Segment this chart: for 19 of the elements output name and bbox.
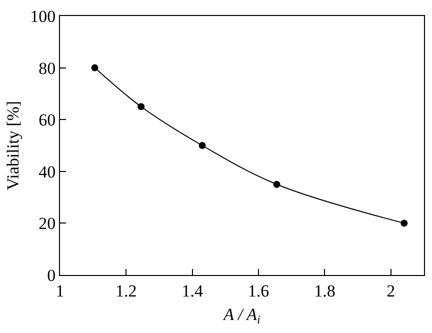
point: [400, 220, 408, 227]
point: [198, 142, 206, 149]
x-tick-label: 1: [56, 281, 64, 300]
y-tick-label: 20: [38, 214, 56, 234]
y-tick-label: 40: [38, 162, 56, 182]
x-tick-label: 1.4: [182, 281, 204, 300]
point: [273, 180, 280, 188]
y-axis-title: Viability [%]: [4, 100, 23, 190]
y-tick-label: 80: [38, 58, 56, 78]
x-axis-title: A / A$_{i}$: [222, 304, 260, 326]
x-tick-label: 1.2: [116, 281, 137, 300]
y-tick-label: 60: [38, 110, 56, 130]
point: [91, 64, 98, 72]
x-tick-label: 2: [386, 281, 396, 300]
x-tick-label: 1.6: [248, 281, 270, 300]
x-tick-label: 1.8: [314, 281, 336, 300]
y-tick-label: 100: [30, 6, 56, 26]
y-tick-label: 0: [47, 266, 56, 285]
point: [138, 103, 145, 110]
